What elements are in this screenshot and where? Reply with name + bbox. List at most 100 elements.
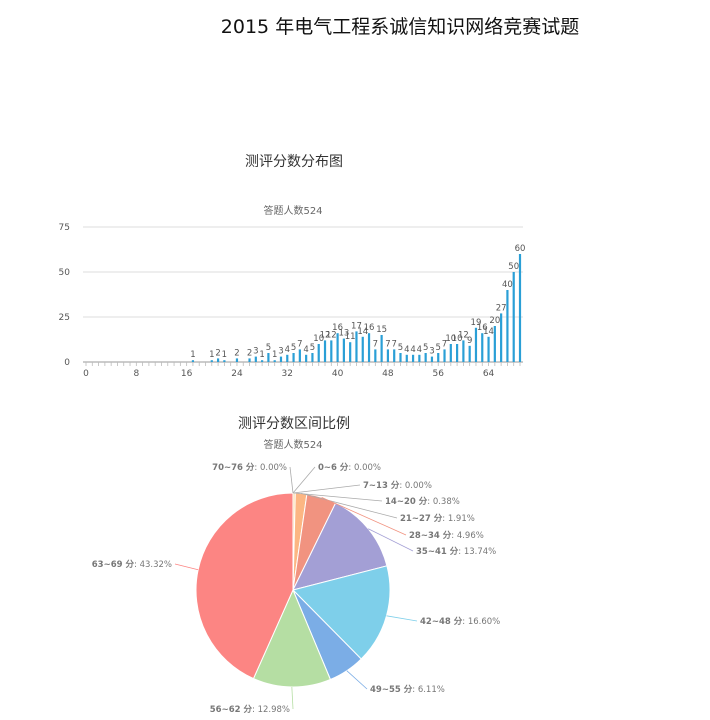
bar-value-label: 7 xyxy=(442,339,447,349)
pie-slice-label: 35~41 分: 13.74% xyxy=(416,546,496,557)
bar xyxy=(298,349,301,362)
bar xyxy=(305,354,308,362)
pie-leader-line xyxy=(174,563,199,571)
bar xyxy=(279,356,283,362)
bar-value-label: 12 xyxy=(320,330,331,340)
y-tick-label: 75 xyxy=(59,223,70,233)
bar xyxy=(367,333,371,362)
bar-value-label: 16 xyxy=(332,323,343,333)
bar-value-label: 1 xyxy=(190,350,195,360)
bar xyxy=(235,358,239,362)
bar-value-label: 50 xyxy=(508,262,519,272)
bar xyxy=(323,340,327,362)
page-title: 2015 年电气工程系诚信知识网络竞赛试题 xyxy=(220,16,580,38)
bar xyxy=(311,353,314,362)
bar xyxy=(462,340,465,362)
x-tick-label: 48 xyxy=(382,369,394,379)
x-tick-label: 16 xyxy=(181,369,193,379)
pie-slice xyxy=(195,492,294,680)
bar-value-label: 14 xyxy=(483,327,494,337)
bar xyxy=(500,313,503,362)
pie-slice-label: 0~6 分: 0.00% xyxy=(318,462,381,473)
bar-value-label: 5 xyxy=(310,343,315,353)
bar-value-label: 9 xyxy=(467,336,472,346)
bar xyxy=(267,353,270,362)
bar xyxy=(443,349,446,362)
pie-leader-line xyxy=(386,615,418,622)
bar-value-label: 16 xyxy=(477,323,488,333)
bar-value-label: 60 xyxy=(515,244,526,254)
bar xyxy=(393,349,396,362)
bar xyxy=(349,342,352,362)
bar-value-label: 5 xyxy=(423,343,428,353)
bar-value-label: 1 xyxy=(259,350,264,360)
bar-value-label: 7 xyxy=(385,339,390,349)
bar xyxy=(336,333,339,362)
bar-value-label: 10 xyxy=(452,334,463,344)
x-tick-label: 24 xyxy=(231,369,243,379)
bar xyxy=(399,353,402,362)
bar-value-label: 40 xyxy=(502,280,513,290)
bar xyxy=(261,360,264,362)
y-tick-label: 0 xyxy=(64,358,70,368)
bar-value-label: 12 xyxy=(458,330,469,340)
bar xyxy=(411,354,415,362)
pie-chart-title: 测评分数区间比例 xyxy=(238,416,350,432)
pie-leader-line xyxy=(294,492,383,502)
bar-chart-title: 测评分数分布图 xyxy=(245,154,343,170)
bar xyxy=(468,345,471,362)
bar-value-label: 1 xyxy=(209,350,214,360)
bar xyxy=(386,349,390,362)
bar xyxy=(273,360,276,362)
pie-leader-line xyxy=(291,686,294,710)
bar-value-label: 2 xyxy=(247,348,252,358)
bar-value-label: 3 xyxy=(253,347,258,357)
pie-slice-label: 63~69 分: 43.32% xyxy=(92,559,172,570)
bar-value-label: 7 xyxy=(391,339,396,349)
bar-value-label: 5 xyxy=(266,343,271,353)
bar xyxy=(342,338,345,362)
bar xyxy=(210,360,213,362)
bar-value-label: 2 xyxy=(215,348,220,358)
pie-leader-line xyxy=(346,670,368,690)
bar xyxy=(474,327,478,362)
bar-value-label: 5 xyxy=(436,343,441,353)
pie-slice xyxy=(292,565,391,660)
bar-value-label: 12 xyxy=(326,330,337,340)
x-tick-label: 32 xyxy=(282,369,293,379)
bar-value-label: 27 xyxy=(496,303,507,313)
x-tick-label: 0 xyxy=(83,369,89,379)
bar-value-label: 16 xyxy=(364,323,375,333)
bar-value-label: 5 xyxy=(291,343,296,353)
bar xyxy=(330,340,333,362)
pie-slice-label: 7~13 分: 0.00% xyxy=(363,480,432,491)
bar xyxy=(355,331,358,362)
bar-value-label: 10 xyxy=(313,334,324,344)
bar-value-label: 4 xyxy=(410,345,415,355)
bar xyxy=(424,353,427,362)
bar xyxy=(456,344,459,362)
bar-value-label: 7 xyxy=(373,339,378,349)
bar xyxy=(518,254,522,362)
bar-value-label: 3 xyxy=(429,347,434,357)
bar xyxy=(481,333,484,362)
bar-value-label: 1 xyxy=(222,350,227,360)
bar-value-label: 4 xyxy=(303,345,308,355)
bar-value-label: 20 xyxy=(489,316,500,326)
x-tick-label: 56 xyxy=(433,369,445,379)
bar xyxy=(449,344,452,362)
x-tick-label: 8 xyxy=(133,369,139,379)
bar xyxy=(430,356,434,362)
pie-chart-subtitle: 答题人数524 xyxy=(263,438,322,451)
bar xyxy=(493,326,496,362)
bar xyxy=(506,290,509,362)
pie-slice-label: 42~48 分: 16.60% xyxy=(420,616,500,627)
y-tick-label: 25 xyxy=(59,313,70,323)
bar-value-label: 15 xyxy=(376,325,387,335)
bar-value-label: 4 xyxy=(417,345,422,355)
pie-leader-line xyxy=(292,484,361,494)
bar-value-label: 1 xyxy=(272,350,277,360)
bar xyxy=(418,354,421,362)
pie-leader-line xyxy=(289,466,294,494)
